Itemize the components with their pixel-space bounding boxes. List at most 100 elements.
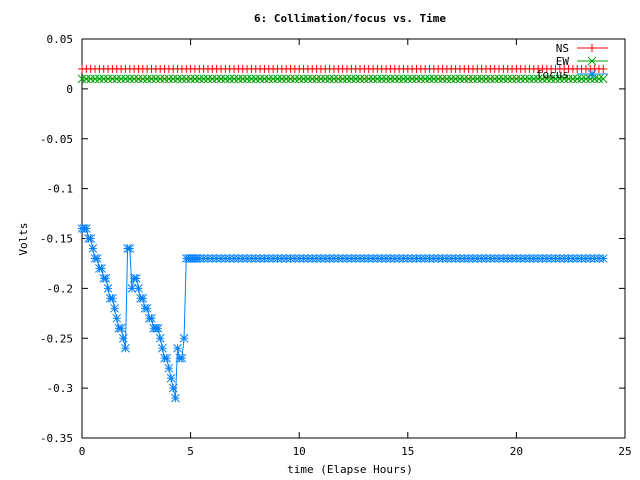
ew-point (485, 74, 495, 84)
ew-point (442, 74, 452, 84)
focus-point (546, 254, 556, 263)
ew-point (377, 74, 387, 84)
focus-point (438, 254, 447, 263)
ew-point (251, 74, 261, 84)
ew-point (572, 74, 582, 84)
ew-point (538, 74, 547, 84)
focus-point (238, 254, 248, 263)
focus-point (260, 254, 269, 263)
focus-point (329, 254, 339, 263)
ew-point (386, 74, 395, 84)
ns-point (599, 64, 608, 73)
y-tick-label: -0.35 (40, 432, 73, 445)
ew-point (181, 74, 191, 84)
y-tick-label: -0.3 (47, 382, 74, 395)
focus-point (477, 254, 487, 263)
legend-marker-focus (587, 69, 597, 79)
ew-point (281, 74, 291, 84)
ew-point (151, 74, 161, 84)
ew-point (520, 74, 530, 84)
ew-point (412, 74, 421, 84)
ew-point (290, 74, 300, 84)
ew-point (381, 74, 391, 84)
ew-point (525, 74, 534, 84)
ew-point (90, 74, 100, 84)
ew-point (577, 74, 586, 84)
focus-point (251, 254, 261, 263)
y-tick-label: -0.25 (40, 332, 73, 345)
ew-point (316, 74, 326, 84)
focus-point (342, 254, 352, 263)
ew-point (307, 74, 317, 84)
series-layer (77, 64, 608, 403)
ew-point (598, 74, 608, 84)
ew-point (329, 74, 339, 84)
ew-point (81, 74, 91, 84)
ew-point (373, 74, 382, 84)
ew-point (516, 74, 526, 84)
focus-point (134, 284, 143, 293)
ew-point (225, 74, 235, 84)
ew-point (103, 74, 113, 84)
legend-label-ew: EW (556, 55, 570, 68)
ew-point (155, 74, 165, 84)
ew-point (273, 74, 282, 84)
ew-point (286, 74, 295, 84)
ew-point (351, 74, 361, 84)
ew-point (468, 74, 478, 84)
focus-point (555, 254, 565, 263)
ew-point (216, 74, 226, 84)
focus-point (92, 254, 102, 263)
ew-point (199, 74, 208, 84)
ew-point (268, 74, 278, 84)
focus-point (88, 244, 98, 253)
ew-point (464, 74, 473, 84)
ew-point (112, 74, 122, 84)
focus-point (168, 383, 178, 393)
ew-point (394, 74, 404, 84)
y-tick-label: -0.1 (47, 183, 74, 196)
ew-point (129, 74, 139, 84)
focus-point (568, 254, 578, 263)
ew-point (203, 74, 213, 84)
ew-point (564, 74, 573, 84)
ew-point (477, 74, 487, 84)
focus-point (155, 333, 165, 343)
x-tick-label: 10 (293, 445, 306, 458)
ew-point (116, 74, 126, 84)
ew-point (425, 74, 434, 84)
focus-point (294, 254, 304, 263)
ew-point (229, 74, 239, 84)
series-focus (77, 224, 608, 403)
x-tick-label: 0 (79, 445, 86, 458)
focus-point (158, 343, 167, 353)
ew-point (77, 74, 87, 84)
ew-point (320, 74, 330, 84)
ew-point (264, 74, 274, 84)
legend-marker-ew (587, 56, 597, 66)
x-tick-label: 5 (187, 445, 194, 458)
ew-point (481, 74, 491, 84)
series-ew (77, 74, 608, 84)
ew-point (472, 74, 482, 84)
ew-point (207, 74, 217, 84)
focus-point (529, 254, 539, 263)
focus-point (127, 284, 137, 293)
ew-point (455, 74, 465, 84)
ew-point (86, 74, 96, 84)
ew-point (429, 74, 439, 84)
ew-point (503, 74, 513, 84)
ew-point (333, 74, 343, 84)
legend-label-ns: NS (556, 42, 569, 55)
ew-point (173, 74, 182, 84)
ew-point (368, 74, 378, 84)
focus-point (166, 373, 176, 383)
focus-point (110, 303, 119, 313)
x-tick-label: 20 (510, 445, 523, 458)
x-tick-label: 25 (618, 445, 631, 458)
ew-point (238, 74, 248, 84)
focus-point (273, 254, 282, 263)
focus-point (103, 284, 113, 293)
y-tick-label: -0.15 (40, 233, 73, 246)
ew-point (533, 74, 543, 84)
